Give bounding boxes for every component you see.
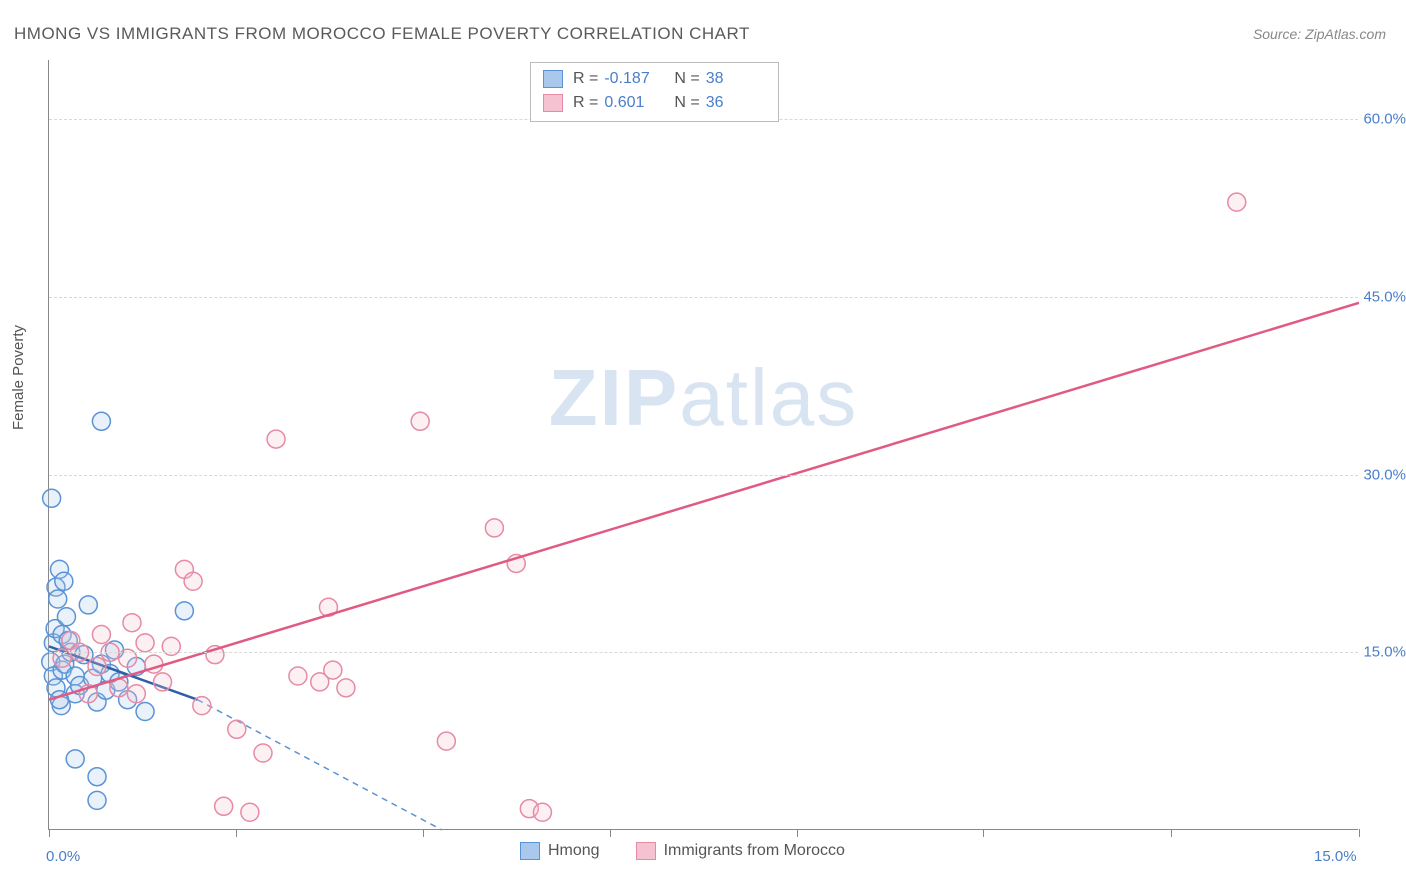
data-point	[337, 679, 355, 697]
r-value: -0.187	[604, 67, 664, 91]
data-point	[88, 768, 106, 786]
regression-line	[49, 303, 1359, 700]
data-point	[193, 697, 211, 715]
plot-svg	[49, 60, 1358, 829]
data-point	[184, 572, 202, 590]
plot-area: ZIPatlas 15.0%30.0%45.0%60.0%	[48, 60, 1358, 830]
r-value: 0.601	[604, 91, 664, 115]
series-swatch	[543, 70, 563, 88]
data-point	[43, 489, 61, 507]
y-tick-label: 30.0%	[1363, 466, 1406, 483]
legend: Hmong Immigrants from Morocco	[520, 842, 845, 860]
correlation-stats-box: R =-0.187 N = 38 R =0.601 N = 36	[530, 62, 779, 122]
x-tick-label: 0.0%	[46, 848, 80, 865]
data-point	[485, 519, 503, 537]
x-tick	[797, 829, 798, 837]
data-point	[123, 614, 141, 632]
data-point	[154, 673, 172, 691]
legend-item: Hmong	[520, 842, 600, 860]
data-point	[411, 412, 429, 430]
chart-container: HMONG VS IMMIGRANTS FROM MOROCCO FEMALE …	[0, 0, 1406, 892]
r-label: R =	[573, 91, 598, 115]
data-point	[267, 430, 285, 448]
x-tick	[49, 829, 50, 837]
gridline	[49, 475, 1358, 476]
n-value: 38	[706, 67, 766, 91]
y-axis-label: Female Poverty	[10, 325, 27, 430]
data-point	[215, 797, 233, 815]
x-tick	[610, 829, 611, 837]
x-tick	[983, 829, 984, 837]
legend-swatch	[520, 842, 540, 860]
data-point	[92, 626, 110, 644]
r-label: R =	[573, 67, 598, 91]
data-point	[241, 803, 259, 821]
data-point	[228, 720, 246, 738]
y-tick-label: 60.0%	[1363, 111, 1406, 128]
x-tick-label: 15.0%	[1314, 848, 1357, 865]
y-tick-label: 15.0%	[1363, 644, 1406, 661]
source-credit: Source: ZipAtlas.com	[1253, 26, 1386, 42]
n-label: N =	[674, 91, 699, 115]
n-label: N =	[674, 67, 699, 91]
data-point	[324, 661, 342, 679]
data-point	[57, 608, 75, 626]
series-swatch	[543, 94, 563, 112]
data-point	[1228, 193, 1246, 211]
data-point	[127, 685, 145, 703]
x-tick	[1359, 829, 1360, 837]
data-point	[136, 634, 154, 652]
legend-label: Hmong	[548, 842, 600, 860]
y-tick-label: 45.0%	[1363, 288, 1406, 305]
gridline	[49, 652, 1358, 653]
data-point	[66, 750, 84, 768]
data-point	[49, 590, 67, 608]
data-point	[136, 703, 154, 721]
n-value: 36	[706, 91, 766, 115]
data-point	[175, 602, 193, 620]
regression-extension	[197, 700, 442, 830]
data-point	[254, 744, 272, 762]
data-point	[79, 596, 97, 614]
gridline	[49, 297, 1358, 298]
data-point	[88, 791, 106, 809]
data-point	[55, 572, 73, 590]
legend-swatch	[636, 842, 656, 860]
chart-title: HMONG VS IMMIGRANTS FROM MOROCCO FEMALE …	[14, 24, 750, 44]
data-point	[88, 658, 106, 676]
data-point	[437, 732, 455, 750]
x-tick	[1171, 829, 1172, 837]
data-point	[92, 412, 110, 430]
x-tick	[423, 829, 424, 837]
legend-item: Immigrants from Morocco	[636, 842, 845, 860]
stat-row: R =-0.187 N = 38	[543, 67, 766, 91]
stat-row: R =0.601 N = 36	[543, 91, 766, 115]
data-point	[533, 803, 551, 821]
x-tick	[236, 829, 237, 837]
data-point	[289, 667, 307, 685]
legend-label: Immigrants from Morocco	[664, 842, 845, 860]
